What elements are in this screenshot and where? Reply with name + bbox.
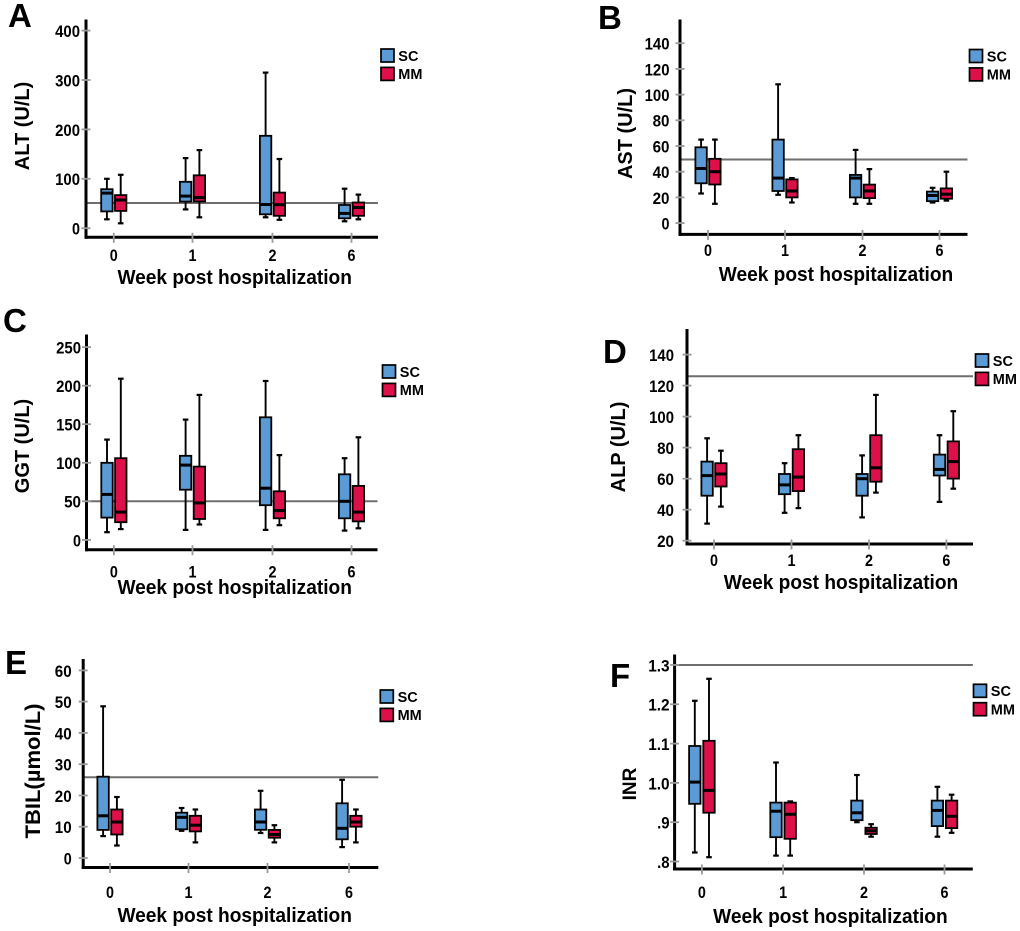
svg-text:GGT (U/L): GGT (U/L): [12, 399, 34, 493]
svg-text:0: 0: [662, 215, 670, 234]
svg-text:80: 80: [657, 439, 674, 458]
svg-text:6: 6: [941, 883, 949, 902]
svg-text:40: 40: [653, 163, 670, 182]
svg-text:2: 2: [860, 883, 868, 902]
svg-text:0: 0: [72, 220, 80, 239]
svg-text:120: 120: [645, 60, 670, 79]
svg-text:Week post hospitalization: Week post hospitalization: [713, 905, 948, 928]
svg-text:SC: SC: [398, 49, 419, 65]
svg-text:Week post hospitalization: Week post hospitalization: [117, 904, 352, 927]
svg-text:0: 0: [64, 849, 72, 868]
svg-text:0: 0: [106, 883, 114, 902]
svg-text:200: 200: [55, 121, 80, 140]
svg-text:SC: SC: [991, 684, 1012, 700]
svg-text:SC: SC: [400, 365, 421, 381]
svg-text:50: 50: [64, 493, 81, 512]
svg-text:1.1: 1.1: [648, 735, 669, 754]
svg-text:0: 0: [710, 551, 718, 570]
svg-text:2: 2: [865, 551, 873, 570]
svg-text:6: 6: [348, 563, 356, 582]
svg-text:40: 40: [657, 501, 674, 520]
svg-text:.9: .9: [657, 814, 670, 833]
svg-text:MM: MM: [400, 383, 424, 399]
svg-text:80: 80: [653, 112, 670, 131]
svg-text:0: 0: [110, 246, 118, 265]
svg-text:100: 100: [645, 86, 670, 105]
svg-text:20: 20: [657, 532, 674, 551]
svg-text:60: 60: [657, 470, 674, 489]
svg-text:1: 1: [788, 551, 796, 570]
svg-text:1.2: 1.2: [648, 696, 669, 715]
svg-text:1: 1: [781, 241, 789, 260]
svg-text:1.3: 1.3: [648, 656, 669, 675]
svg-text:100: 100: [649, 408, 674, 427]
svg-text:F: F: [610, 657, 630, 694]
svg-text:SC: SC: [398, 690, 419, 706]
svg-text:B: B: [598, 0, 622, 36]
svg-text:6: 6: [348, 246, 356, 265]
svg-text:60: 60: [55, 662, 72, 681]
svg-text:E: E: [5, 644, 27, 681]
svg-text:200: 200: [56, 377, 81, 396]
svg-text:0: 0: [73, 531, 81, 550]
svg-text:ALT (U/L): ALT (U/L): [12, 82, 34, 171]
svg-text:150: 150: [56, 416, 81, 435]
svg-text:AST (U/L): AST (U/L): [615, 88, 637, 179]
svg-text:.8: .8: [657, 853, 670, 872]
svg-text:1: 1: [185, 883, 193, 902]
svg-text:MM: MM: [398, 708, 422, 724]
svg-text:SC: SC: [993, 354, 1014, 370]
svg-text:300: 300: [55, 71, 80, 90]
svg-text:TBIL(µmol/L): TBIL(µmol/L): [22, 704, 45, 839]
svg-text:Week post hospitalization: Week post hospitalization: [719, 263, 954, 286]
svg-text:6: 6: [345, 883, 353, 902]
svg-text:Week post hospitalization: Week post hospitalization: [117, 576, 352, 599]
svg-text:140: 140: [649, 346, 674, 365]
svg-text:100: 100: [56, 454, 81, 473]
svg-text:140: 140: [645, 35, 670, 54]
svg-text:250: 250: [56, 339, 81, 358]
svg-text:MM: MM: [987, 68, 1011, 84]
svg-text:1: 1: [779, 883, 787, 902]
svg-text:60: 60: [653, 137, 670, 156]
svg-text:D: D: [603, 333, 627, 370]
svg-text:MM: MM: [398, 67, 422, 83]
svg-text:6: 6: [936, 241, 944, 260]
svg-text:0: 0: [698, 883, 706, 902]
svg-text:MM: MM: [991, 703, 1015, 719]
svg-text:SC: SC: [987, 49, 1008, 65]
svg-text:30: 30: [55, 756, 72, 775]
svg-text:ALP (U/L): ALP (U/L): [608, 402, 630, 493]
svg-text:Week post hospitalization: Week post hospitalization: [724, 571, 959, 594]
svg-text:2: 2: [264, 883, 272, 902]
svg-text:C: C: [3, 302, 27, 339]
svg-text:10: 10: [55, 818, 72, 837]
svg-text:20: 20: [653, 189, 670, 208]
svg-text:120: 120: [649, 377, 674, 396]
svg-text:INR: INR: [620, 767, 641, 800]
svg-text:2: 2: [269, 563, 277, 582]
svg-text:1: 1: [189, 246, 197, 265]
svg-text:MM: MM: [993, 372, 1017, 388]
svg-text:2: 2: [859, 241, 867, 260]
svg-text:50: 50: [55, 693, 72, 712]
svg-text:40: 40: [55, 724, 72, 743]
svg-text:0: 0: [704, 241, 712, 260]
svg-text:2: 2: [269, 246, 277, 265]
svg-text:0: 0: [110, 563, 118, 582]
svg-text:6: 6: [942, 551, 950, 570]
svg-text:A: A: [8, 0, 32, 34]
svg-text:1.0: 1.0: [648, 774, 669, 793]
svg-text:1: 1: [189, 563, 197, 582]
svg-text:20: 20: [55, 787, 72, 806]
svg-text:Week post hospitalization: Week post hospitalization: [117, 266, 352, 289]
svg-text:400: 400: [55, 22, 80, 41]
svg-text:100: 100: [55, 170, 80, 189]
